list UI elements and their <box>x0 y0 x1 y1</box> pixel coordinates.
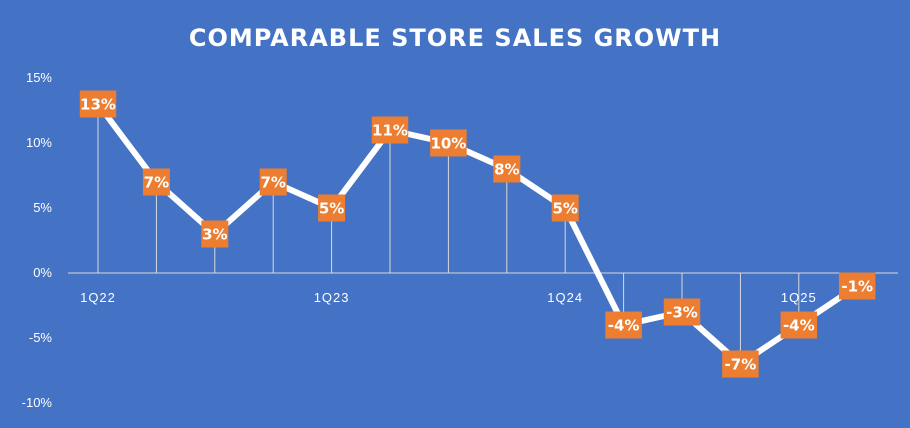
data-label-text: -4% <box>783 317 815 335</box>
y-tick-label: -5% <box>29 330 53 345</box>
data-label-box <box>722 350 759 378</box>
data-label: 7% <box>142 168 170 196</box>
data-label: 10% <box>430 129 467 157</box>
data-label-box <box>79 90 117 118</box>
data-label: 13% <box>79 90 117 118</box>
data-labels: 13% 7% 3% 7% 5% 11% 10% 8% 5% -4% -3% -7% -4% -1% <box>79 90 876 378</box>
data-label: 8% <box>493 155 521 183</box>
data-label-text: 8% <box>494 161 519 179</box>
data-label-box <box>605 311 642 339</box>
y-tick-label: 10% <box>26 135 52 150</box>
x-tick-label: 1Q24 <box>547 290 583 305</box>
y-axis: 15% 10% 5% 0% -5% -10% <box>22 70 53 410</box>
data-label: 11% <box>371 116 409 144</box>
data-label-box <box>371 116 409 144</box>
data-label: -4% <box>605 311 642 339</box>
data-label: -7% <box>722 350 759 378</box>
data-label-box <box>551 194 579 222</box>
data-label: 5% <box>551 194 579 222</box>
data-label: 3% <box>201 220 229 248</box>
data-label-text: -4% <box>608 317 640 335</box>
data-label-text: 7% <box>144 174 169 192</box>
data-label-box <box>780 311 818 339</box>
y-tick-label: 0% <box>33 265 52 280</box>
chart-title: COMPARABLE STORE SALES GROWTH <box>189 24 721 52</box>
data-label-box <box>430 129 467 157</box>
y-tick-label: 5% <box>33 200 52 215</box>
x-tick-label: 1Q22 <box>80 290 116 305</box>
data-label: -1% <box>838 272 876 300</box>
x-axis: 1Q22 1Q23 1Q24 1Q25 <box>80 290 817 305</box>
y-tick-label: -10% <box>22 395 53 410</box>
data-label-box <box>663 298 701 326</box>
data-label-box <box>838 272 876 300</box>
data-label-text: -1% <box>841 278 873 296</box>
x-tick-label: 1Q23 <box>314 290 350 305</box>
x-tick-label: 1Q25 <box>781 290 817 305</box>
data-label: -3% <box>663 298 701 326</box>
data-label-box <box>201 220 229 248</box>
data-label: 7% <box>259 168 287 196</box>
data-label-box <box>318 194 346 222</box>
data-label-text: 13% <box>80 96 116 114</box>
data-label-text: 10% <box>430 135 466 153</box>
data-label-box <box>142 168 170 196</box>
data-label-text: 7% <box>260 174 285 192</box>
data-label-text: 5% <box>552 200 577 218</box>
data-label-box <box>493 155 521 183</box>
data-label-box <box>259 168 287 196</box>
data-label-text: 11% <box>372 122 408 140</box>
y-tick-label: 15% <box>26 70 52 85</box>
data-label-text: -3% <box>666 304 698 322</box>
data-label-text: -7% <box>725 356 757 374</box>
data-label-text: 5% <box>319 200 344 218</box>
data-label: -4% <box>780 311 818 339</box>
data-label-text: 3% <box>202 226 227 244</box>
data-label: 5% <box>318 194 346 222</box>
